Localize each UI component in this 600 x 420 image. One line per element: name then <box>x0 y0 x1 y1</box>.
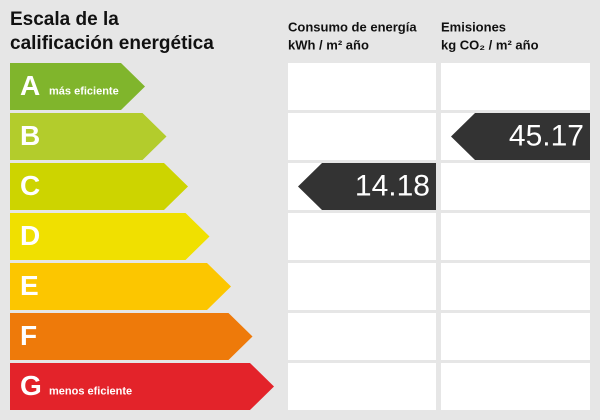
title-line: calificación energética <box>10 33 214 54</box>
column-header: Consumo de energía <box>288 19 417 34</box>
rating-letter: C <box>20 170 40 201</box>
rating-letter: D <box>20 220 40 251</box>
title-line: Escala de la <box>10 9 119 30</box>
rating-arrow <box>10 263 231 310</box>
cell <box>441 263 590 310</box>
rating-arrow <box>10 163 188 210</box>
indicator-arrow <box>451 113 590 160</box>
cell <box>288 113 436 160</box>
rating-arrow <box>10 363 274 410</box>
rating-arrow <box>10 113 167 160</box>
column-unit: kWh / m² año <box>288 37 369 52</box>
cell <box>288 263 436 310</box>
rating-note: más eficiente <box>49 85 119 97</box>
rating-note: menos eficiente <box>49 385 132 397</box>
indicator-value: 14.18 <box>355 169 430 202</box>
cell <box>288 313 436 360</box>
cell <box>441 213 590 260</box>
rating-arrow <box>10 213 210 260</box>
rating-letter: G <box>20 370 42 401</box>
cell <box>288 63 436 110</box>
rating-letter: F <box>20 320 37 351</box>
cell <box>288 213 436 260</box>
rating-letter: B <box>20 120 40 151</box>
cell <box>441 313 590 360</box>
column-unit: kg CO₂ / m² año <box>441 37 539 52</box>
rating-arrow <box>10 63 145 110</box>
rating-letter: E <box>20 270 39 301</box>
cell <box>288 363 436 410</box>
column-header: Emisiones <box>441 19 506 34</box>
indicator-value: 45.17 <box>509 119 584 152</box>
rating-letter: A <box>20 70 40 101</box>
rating-arrow <box>10 313 253 360</box>
indicator-arrow <box>298 163 436 210</box>
cell <box>441 63 590 110</box>
cell <box>441 363 590 410</box>
cell <box>441 163 590 210</box>
